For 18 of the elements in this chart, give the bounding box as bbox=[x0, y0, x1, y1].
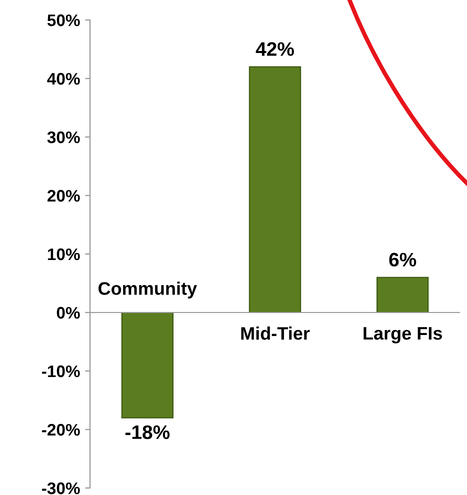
y-tick-label: 20% bbox=[48, 190, 80, 202]
y-tick-label: 30% bbox=[47, 131, 80, 144]
bar bbox=[376, 276, 429, 314]
bar bbox=[121, 312, 174, 418]
data-label: 42% bbox=[256, 42, 294, 56]
y-tick-label: 10% bbox=[48, 248, 80, 260]
bar bbox=[248, 66, 302, 314]
y-tick-label: -20% bbox=[42, 424, 80, 436]
x-tick-label: Large FIs bbox=[364, 327, 442, 344]
x-tick-label: Community bbox=[98, 282, 197, 298]
y-tick-label: 50% bbox=[47, 14, 80, 26]
y-tick-label: 40% bbox=[47, 72, 80, 85]
y-tick-label: 0% bbox=[56, 306, 80, 319]
data-label: 6% bbox=[389, 252, 416, 267]
y-tick-label: -30% bbox=[42, 482, 80, 494]
x-tick-label: Mid-Tier bbox=[241, 326, 310, 340]
y-tick-label: -10% bbox=[42, 365, 80, 378]
data-label: -18% bbox=[125, 425, 170, 440]
